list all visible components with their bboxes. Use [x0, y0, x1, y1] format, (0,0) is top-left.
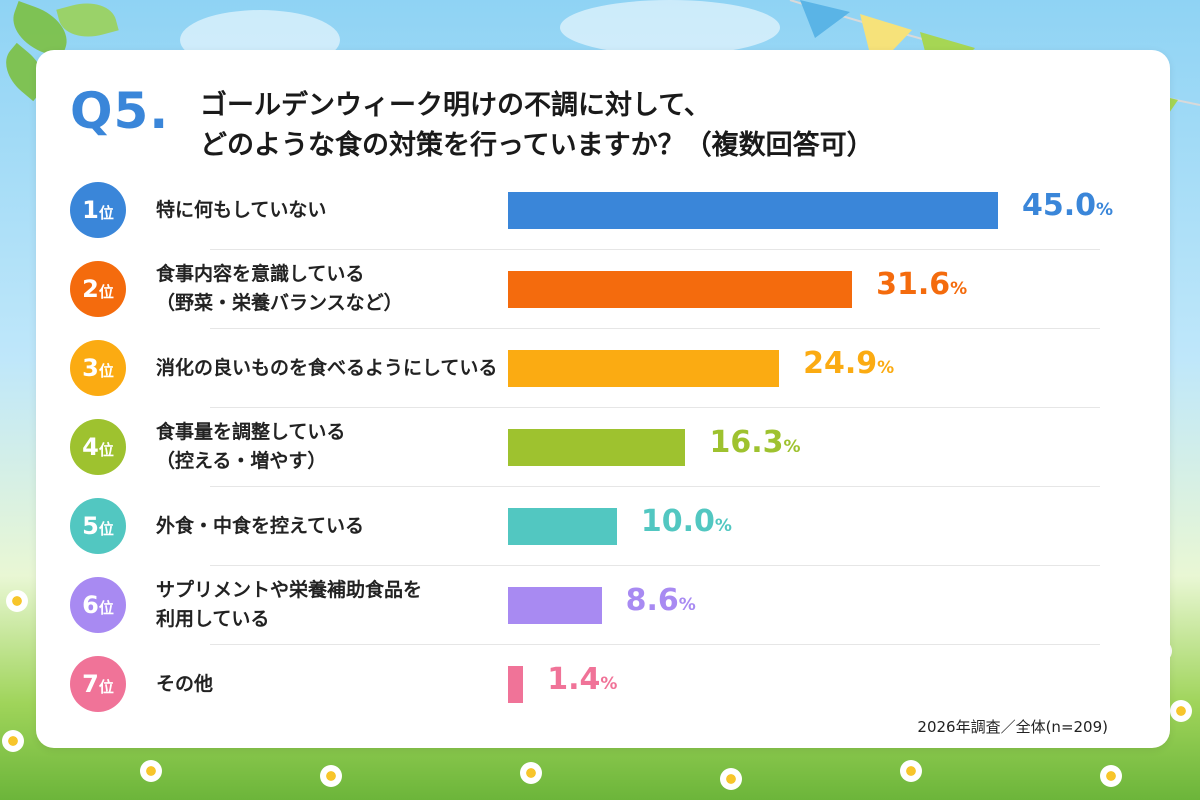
percent-sign: %	[877, 358, 895, 378]
bar	[508, 271, 853, 308]
survey-footnote: 2026年調査／全体(n=209)	[917, 718, 1108, 736]
category-label-line-2: 利用している	[156, 608, 270, 630]
rank-number: 6	[82, 591, 99, 619]
category-label-line-1: サプリメントや栄養補助食品を	[156, 579, 423, 601]
value-label: 10.0%	[641, 504, 732, 539]
value-label: 16.3%	[709, 425, 800, 460]
question-line-2: どのような食の対策を行っていますか？（複数回答可）	[200, 130, 874, 161]
value-number: 45.0	[1022, 188, 1097, 223]
rank-suffix: 位	[98, 204, 114, 222]
category-label: 消化の良いものを食べるようにしている	[156, 328, 506, 408]
category-label-line-1: 特に何もしていない	[156, 198, 327, 221]
value-label: 24.9%	[803, 346, 894, 381]
category-label: 食事内容を意識している （野菜・栄養バランスなど）	[156, 249, 506, 329]
ranking-row: 2位 食事内容を意識している （野菜・栄養バランスなど） 31.6%	[60, 249, 1150, 329]
value-number: 16.3	[709, 425, 784, 460]
percent-sign: %	[714, 516, 732, 536]
value-label: 1.4%	[547, 662, 617, 697]
ranking-row: 7位 その他 1.4%	[60, 644, 1150, 724]
bar	[508, 350, 780, 387]
category-label-line-1: 食事内容を意識している	[156, 263, 365, 285]
category-label-line-1: 食事量を調整している	[156, 421, 346, 443]
rank-suffix: 位	[98, 520, 114, 538]
rank-suffix: 位	[98, 283, 114, 301]
bunting-flag	[800, 0, 850, 38]
category-label-line-1: 外食・中食を控えている	[156, 514, 365, 537]
row-divider	[210, 644, 1100, 645]
rank-suffix: 位	[98, 441, 114, 459]
ranking-row: 1位 特に何もしていない 45.0%	[60, 170, 1150, 250]
value-number: 24.9	[803, 346, 878, 381]
value-number: 8.6	[625, 583, 679, 618]
percent-sign: %	[950, 279, 968, 299]
rank-number: 1	[82, 196, 99, 224]
rank-suffix: 位	[98, 362, 114, 380]
flower-decoration	[6, 590, 28, 612]
rank-suffix: 位	[98, 599, 114, 617]
row-divider	[210, 328, 1100, 329]
ranking-row: 6位 サプリメントや栄養補助食品を 利用している 8.6%	[60, 565, 1150, 645]
flower-decoration	[320, 765, 342, 787]
flower-decoration	[1100, 765, 1122, 787]
chart-card	[36, 50, 1170, 748]
value-label: 8.6%	[626, 583, 696, 618]
ranking-row: 3位 消化の良いものを食べるようにしている 24.9%	[60, 328, 1150, 408]
row-divider	[210, 565, 1100, 566]
value-number: 31.6	[876, 267, 951, 302]
bar	[508, 587, 602, 624]
category-label: 外食・中食を控えている	[156, 486, 506, 566]
category-label-line-2: （野菜・栄養バランスなど）	[156, 292, 403, 314]
rank-badge: 4位	[70, 419, 126, 475]
rank-badge: 7位	[70, 656, 126, 712]
category-label-line-1: その他	[156, 672, 214, 695]
value-number: 1.4	[547, 662, 601, 697]
rank-number: 5	[82, 512, 99, 540]
category-label-line-1: 消化の良いものを食べるようにしている	[156, 356, 498, 379]
rank-number: 4	[82, 433, 99, 461]
value-label: 45.0%	[1022, 188, 1113, 223]
percent-sign: %	[783, 437, 801, 457]
flower-decoration	[720, 768, 742, 790]
rank-number: 2	[82, 275, 99, 303]
bar	[508, 192, 998, 229]
flower-decoration	[2, 730, 24, 752]
question-line-1: ゴールデンウィーク明けの不調に対して、	[200, 90, 711, 121]
rank-number: 3	[82, 354, 99, 382]
percent-sign: %	[1096, 200, 1114, 220]
bar	[508, 508, 617, 545]
ranking-row: 4位 食事量を調整している （控える・増やす） 16.3%	[60, 407, 1150, 487]
question-title: ゴールデンウィーク明けの不調に対して、 どのような食の対策を行っていますか？（複…	[200, 86, 874, 166]
flower-decoration	[520, 762, 542, 784]
row-divider	[210, 486, 1100, 487]
flower-decoration	[900, 760, 922, 782]
category-label: その他	[156, 644, 506, 724]
percent-sign: %	[600, 674, 618, 694]
rank-badge: 3位	[70, 340, 126, 396]
rank-badge: 6位	[70, 577, 126, 633]
flower-decoration	[1170, 700, 1192, 722]
row-divider	[210, 407, 1100, 408]
flower-decoration	[140, 760, 162, 782]
rank-badge: 2位	[70, 261, 126, 317]
rank-suffix: 位	[98, 678, 114, 696]
value-number: 10.0	[640, 504, 715, 539]
category-label: 食事量を調整している （控える・増やす）	[156, 407, 506, 487]
bar	[508, 429, 686, 466]
rank-badge: 1位	[70, 182, 126, 238]
category-label: サプリメントや栄養補助食品を 利用している	[156, 565, 506, 645]
percent-sign: %	[678, 595, 696, 615]
cloud-shape	[560, 0, 780, 55]
rank-number: 7	[82, 670, 99, 698]
bar	[508, 666, 524, 703]
category-label-line-2: （控える・増やす）	[156, 450, 327, 472]
category-label: 特に何もしていない	[156, 170, 506, 250]
question-number: Q5.	[70, 82, 170, 140]
rank-badge: 5位	[70, 498, 126, 554]
value-label: 31.6%	[876, 267, 967, 302]
row-divider	[210, 249, 1100, 250]
ranking-row: 5位 外食・中食を控えている 10.0%	[60, 486, 1150, 566]
